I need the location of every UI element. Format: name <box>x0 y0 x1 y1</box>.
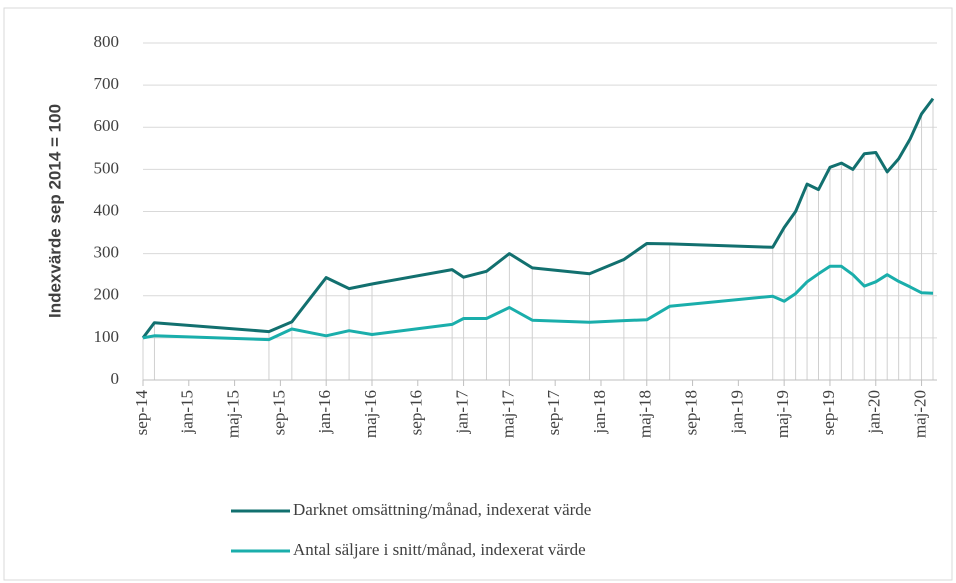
x-tick-label: jan-20 <box>865 390 884 434</box>
legend-label: Antal säljare i snitt/månad, indexerat v… <box>293 540 586 559</box>
y-tick-label: 600 <box>94 116 120 135</box>
y-tick-label: 800 <box>94 32 120 51</box>
x-tick-label: sep-17 <box>544 390 563 436</box>
y-tick-label: 400 <box>94 200 120 219</box>
x-tick-label: sep-14 <box>132 390 151 436</box>
x-tick-label: jan-19 <box>727 390 746 434</box>
x-tick-label: jan-18 <box>590 390 609 434</box>
series-line <box>141 97 935 339</box>
x-tick-label: sep-15 <box>269 390 288 435</box>
y-tick-label: 200 <box>94 285 120 304</box>
x-tick-label: maj-15 <box>224 390 243 438</box>
y-tick-label: 500 <box>94 158 120 177</box>
chart-frame <box>3 7 953 581</box>
legend-label: Darknet omsättning/månad, indexerat värd… <box>293 500 591 519</box>
x-tick-label: sep-16 <box>407 390 426 435</box>
x-tick-label: maj-16 <box>361 390 380 438</box>
x-tick-label: maj-20 <box>910 390 929 438</box>
y-tick-label: 300 <box>94 243 120 262</box>
x-tick-label: sep-18 <box>681 390 700 435</box>
y-tick-label: 100 <box>94 327 120 346</box>
x-tick-label: jan-16 <box>315 390 334 434</box>
x-tick-label: maj-19 <box>773 390 792 438</box>
x-tick-label: sep-19 <box>819 390 838 435</box>
y-tick-label: 0 <box>111 369 120 388</box>
y-axis-title: Indexvärde sep 2014 = 100 <box>45 104 64 318</box>
x-tick-label: maj-18 <box>636 390 655 438</box>
y-tick-label: 700 <box>94 74 120 93</box>
x-tick-label: jan-15 <box>178 390 197 434</box>
series-line <box>142 264 934 342</box>
x-tick-label: jan-17 <box>452 390 471 435</box>
x-tick-label: maj-17 <box>498 390 517 439</box>
